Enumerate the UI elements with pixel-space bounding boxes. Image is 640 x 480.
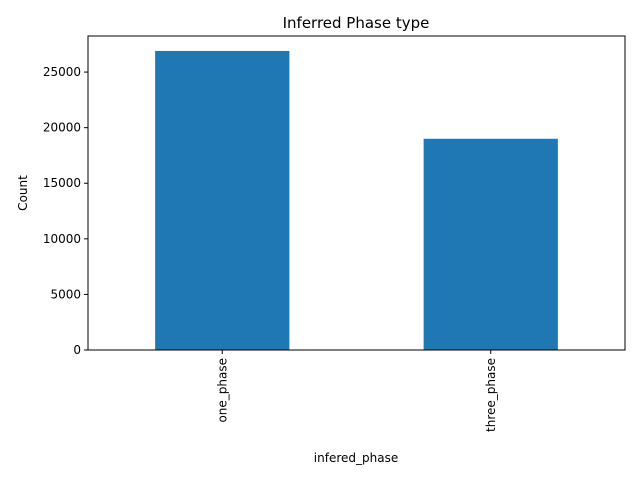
y-tick-label: 15000	[43, 176, 81, 190]
y-axis-label: Count	[16, 175, 30, 211]
plot-frame	[87, 35, 626, 351]
y-tick-label: 20000	[43, 121, 81, 135]
bar-one_phase	[155, 50, 290, 350]
bar-three_phase	[423, 138, 558, 350]
x-tick-label: one_phase	[215, 358, 229, 423]
chart-title: Inferred Phase type	[283, 14, 430, 32]
x-axis-label: infered_phase	[314, 451, 398, 465]
y-tick-label: 5000	[50, 287, 81, 301]
y-tick-label: 0	[73, 343, 81, 357]
x-tick-label: three_phase	[484, 358, 498, 432]
y-tick-label: 25000	[43, 65, 81, 79]
y-tick-label: 10000	[43, 232, 81, 246]
